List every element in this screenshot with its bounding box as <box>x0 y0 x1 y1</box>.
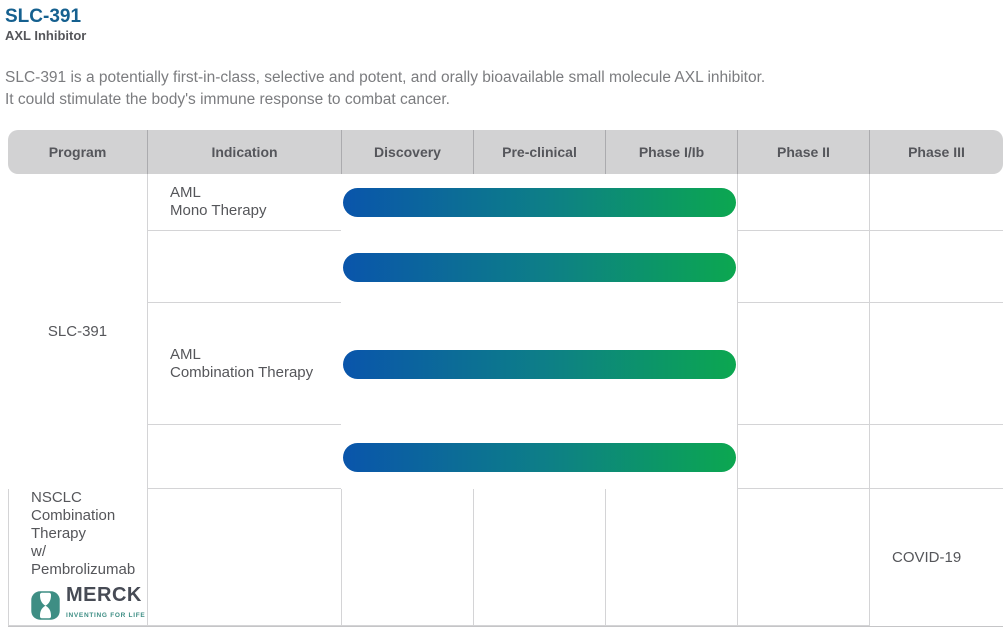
indication-line: w/ Pembrolizumab <box>31 543 136 578</box>
column-header-phase3: Phase III <box>869 130 1003 174</box>
column-header-program: Program <box>48 144 107 160</box>
phase-cell <box>147 489 341 626</box>
merck-wordmark: MERCK INVENTING FOR LIFE <box>66 584 146 625</box>
program-description: SLC-391 is a potentially first-in-class,… <box>5 67 1005 111</box>
indication-nsclc: NSCLC Combination Therapy w/ Pembrolizum… <box>8 489 147 626</box>
phase-cell <box>737 489 869 626</box>
indication-line: Combination Therapy <box>170 363 314 381</box>
phase-cell <box>869 231 1003 303</box>
indication-line: COVID-19 <box>892 548 962 566</box>
column-header-discovery: Discovery <box>341 130 473 174</box>
progress-bar-aml-mono <box>343 188 736 217</box>
intro-section: SLC-391 AXL Inhibitor SLC-391 is a poten… <box>0 0 1005 111</box>
column-header-phase1: Phase I/Ib <box>605 130 737 174</box>
indication-line: Combination Therapy <box>31 507 116 542</box>
indication-covid19: COVID-19 <box>869 489 1003 626</box>
column-header-phase2: Phase II <box>737 130 869 174</box>
phase-cell <box>605 489 737 626</box>
indication-line: AML <box>170 184 201 201</box>
column-header-preclinical: Pre-clinical <box>473 130 605 174</box>
indication-aml-combo: AML Combination Therapy <box>147 303 341 425</box>
merck-name: MERCK <box>66 584 142 606</box>
phase-cell <box>737 174 869 231</box>
merck-tagline: INVENTING FOR LIFE <box>66 612 146 619</box>
page-subtitle: AXL Inhibitor <box>5 28 87 43</box>
phase-cell <box>869 174 1003 231</box>
phase-cell <box>737 231 869 303</box>
progress-bar-covid19 <box>343 442 736 472</box>
phase-cell <box>341 489 473 626</box>
indication-aml-mono: AML Mono Therapy <box>147 174 341 231</box>
phase-cell <box>869 425 1003 489</box>
indication-line: AML <box>170 345 201 363</box>
program-name: SLC-391 <box>47 323 108 340</box>
description-line-2: It could stimulate the body's immune res… <box>5 91 450 108</box>
indication-line: Mono Therapy <box>170 202 267 219</box>
phase-cell <box>869 303 1003 425</box>
progress-bar-nsclc <box>343 349 736 379</box>
pipeline-table-body: SLC-391 AML Mono Therapy AML Combination… <box>8 174 1003 627</box>
phase-cell <box>473 489 605 626</box>
merck-logo: MERCK INVENTING FOR LIFE <box>31 584 147 625</box>
pipeline-table: Program Indication Discovery Pre-clinica… <box>8 130 1003 627</box>
page-title: SLC-391 <box>5 6 82 27</box>
indication-line: NSCLC <box>31 489 82 506</box>
phase-cell <box>147 425 341 489</box>
progress-bar-aml-combo <box>343 252 736 282</box>
column-header-indication: Indication <box>147 130 341 174</box>
phase-cell <box>737 425 869 489</box>
merck-icon <box>31 591 60 620</box>
phase-cell <box>147 231 341 303</box>
phase-cell <box>737 303 869 425</box>
pipeline-table-header: Program Indication Discovery Pre-clinica… <box>8 130 1003 174</box>
description-line-1: SLC-391 is a potentially first-in-class,… <box>5 69 766 86</box>
